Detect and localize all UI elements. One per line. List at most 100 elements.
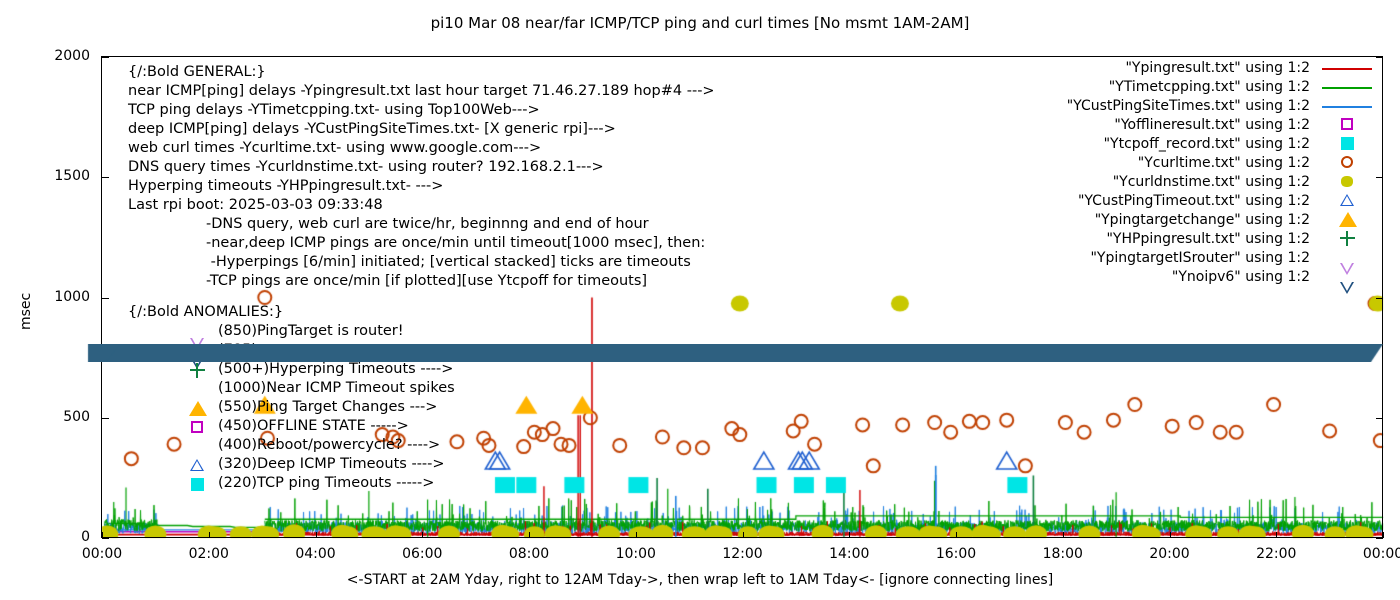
legend-symbol-square-filled-icon — [1340, 136, 1356, 151]
anomaly-text: (450)OFFLINE STATE -----> — [218, 418, 409, 434]
square-filled-icon — [1341, 137, 1354, 150]
anomaly-text: (220)TCP ping Timeouts -----> — [218, 475, 435, 491]
dot-filled-icon — [1341, 176, 1353, 187]
legend-item-label: "Ycurltime.txt" using 1:2 — [1137, 154, 1310, 171]
legend-item[interactable]: "YTimetcpping.txt" using 1:2 — [1018, 77, 1378, 96]
x-tick-label: 00:00 — [81, 546, 123, 562]
general-subline: -Hyperpings [6/min] initiated; [vertical… — [206, 254, 691, 270]
plus-icon-horizontal — [1340, 237, 1355, 239]
legend-item-key — [1316, 172, 1378, 191]
x-tick-mark — [529, 532, 530, 538]
y-tick-mark — [1376, 538, 1383, 539]
anomaly-text: (1000)Near ICMP Timeout spikes — [218, 380, 455, 396]
x-tick-label: 08:00 — [508, 546, 550, 562]
legend-item[interactable]: "Ynoipv6" using 1:2 — [1018, 267, 1378, 294]
general-annotation-block: {/:Bold GENERAL:} near ICMP[ping] delays … — [128, 63, 715, 291]
x-tick-label: 06:00 — [402, 546, 443, 562]
x-tick-mark — [208, 532, 210, 538]
legend-item-label: "YpingtargetISrouter" using 1:2 — [1090, 249, 1310, 266]
legend-item-key — [1316, 134, 1378, 153]
legend-symbol-line-icon — [1316, 98, 1372, 113]
y-tick-label: 0 — [81, 529, 90, 545]
legend: "Ypingresult.txt" using 1:2 "YTimetcpping… — [1018, 58, 1378, 294]
teal-banner-shape — [0, 344, 1400, 362]
legend-item[interactable]: "YCustPingTimeout.txt" using 1:2 — [1018, 191, 1378, 210]
anomaly-symbol-triangle-up-open-icon — [190, 458, 206, 472]
legend-item[interactable]: "YHPpingresult.txt" using 1:2 — [1018, 229, 1378, 248]
y-tick-mark — [102, 417, 109, 419]
y-tick-label: 1500 — [54, 168, 90, 185]
legend-item-label: "YTimetcpping.txt" using 1:2 — [1108, 78, 1310, 95]
legend-item[interactable]: "Ycurldnstime.txt" using 1:2 — [1018, 172, 1378, 191]
y-tick-mark — [1376, 297, 1383, 299]
general-line: TCP ping delays -YTimetcpping.txt- using… — [128, 102, 540, 118]
general-line: web curl times -Ycurltime.txt- using www… — [128, 140, 542, 156]
triangle-up-filled-icon — [189, 401, 207, 416]
legend-item[interactable]: "Ytcpoff_record.txt" using 1:2 — [1018, 134, 1378, 153]
legend-item[interactable]: "YCustPingSiteTimes.txt" using 1:2 — [1018, 96, 1378, 115]
anomaly-row: (320)Deep ICMP Timeouts ----> — [128, 455, 455, 474]
square-open-icon — [191, 421, 203, 433]
anomaly-symbol-none-icon — [190, 382, 206, 396]
anomaly-symbol-none-icon — [190, 439, 206, 453]
anomaly-symbol-square-open-icon — [190, 420, 206, 434]
legend-item-label: "Ypingtargetchange" using 1:2 — [1094, 211, 1310, 228]
legend-item[interactable]: "YpingtargetISrouter" using 1:2 — [1018, 248, 1378, 275]
y-tick-mark — [102, 297, 109, 299]
legend-item-label: "YCustPingSiteTimes.txt" using 1:2 — [1066, 97, 1310, 114]
general-subline: -DNS query, web curl are twice/hr, begin… — [206, 216, 649, 232]
triangle-up-open-icon — [1340, 194, 1354, 206]
triangle-down-blue-icon — [1340, 282, 1354, 294]
x-tick-mark — [1062, 532, 1064, 538]
legend-item-label: "Ynoipv6" using 1:2 — [1171, 268, 1310, 285]
y-tick-mark — [1376, 177, 1383, 179]
x-tick-mark — [422, 532, 424, 538]
legend-item[interactable]: "Ycurltime.txt" using 1:2 — [1018, 153, 1378, 172]
y-tick-mark — [102, 177, 109, 179]
legend-symbol-triangle-up-open-icon — [1340, 193, 1356, 208]
anomaly-text: (320)Deep ICMP Timeouts ----> — [218, 456, 445, 472]
anomaly-row: (850)PingTarget is router! — [128, 322, 455, 350]
square-open-icon — [1341, 118, 1353, 130]
x-tick-label: 20:00 — [1149, 546, 1190, 562]
x-tick-mark — [956, 532, 957, 538]
legend-item[interactable]: "Ypingresult.txt" using 1:2 — [1018, 58, 1378, 77]
legend-item-label: "Ycurldnstime.txt" using 1:2 — [1112, 173, 1310, 190]
x-tick-label: 12:00 — [722, 546, 763, 562]
legend-item-key — [1316, 96, 1378, 115]
y-tick-mark — [1376, 417, 1383, 419]
general-line: deep ICMP[ping] delays -YCustPingSiteTim… — [128, 121, 616, 137]
legend-item-key — [1316, 267, 1378, 294]
x-tick-label: 16:00 — [935, 546, 977, 562]
x-tick-mark — [315, 532, 317, 538]
y-tick-mark — [102, 57, 109, 58]
anomaly-text: (850)PingTarget is router! — [218, 323, 404, 339]
legend-symbol-dot-filled-icon — [1340, 174, 1356, 189]
anomaly-text: (550)Ping Target Changes ---> — [218, 399, 438, 415]
anomaly-symbol-triangle-up-filled-icon — [189, 401, 207, 416]
x-tick-label: 02:00 — [188, 546, 229, 562]
x-tick-label: 14:00 — [829, 546, 870, 562]
legend-item[interactable]: "Yofflineresult.txt" using 1:2 — [1018, 115, 1378, 134]
general-line: Hyperping timeouts -YHPpingresult.txt- -… — [128, 178, 444, 194]
legend-item[interactable]: "Ypingtargetchange" using 1:2 — [1018, 210, 1378, 229]
anomaly-row: (550)Ping Target Changes ---> — [128, 398, 455, 417]
x-tick-mark — [1169, 532, 1171, 538]
legend-symbol-line-icon — [1316, 79, 1372, 94]
x-axis-label: <-START at 2AM Yday, right to 12AM Tday-… — [346, 572, 1054, 588]
y-tick-label: 1000 — [54, 288, 90, 305]
legend-symbol-square-open-icon — [1340, 117, 1356, 132]
legend-item-key — [1316, 248, 1378, 275]
anomalies-annotation-block: {/:Bold ANOMALIES:} (850)PingTarget is ro… — [128, 303, 455, 493]
x-tick-mark — [635, 532, 637, 538]
x-tick-label: 04:00 — [295, 546, 336, 562]
x-tick-mark — [102, 532, 103, 538]
general-heading: {/:Bold GENERAL:} — [128, 64, 266, 80]
triangle-up-filled-icon — [1339, 212, 1357, 227]
circle-open-icon — [1341, 156, 1353, 168]
general-line: DNS query times -Ycurldnstime.txt- using… — [128, 159, 604, 175]
legend-line-icon — [1322, 87, 1372, 89]
y-tick-label: 2000 — [54, 48, 90, 64]
anomaly-row: (1000)Near ICMP Timeout spikes — [128, 379, 455, 398]
